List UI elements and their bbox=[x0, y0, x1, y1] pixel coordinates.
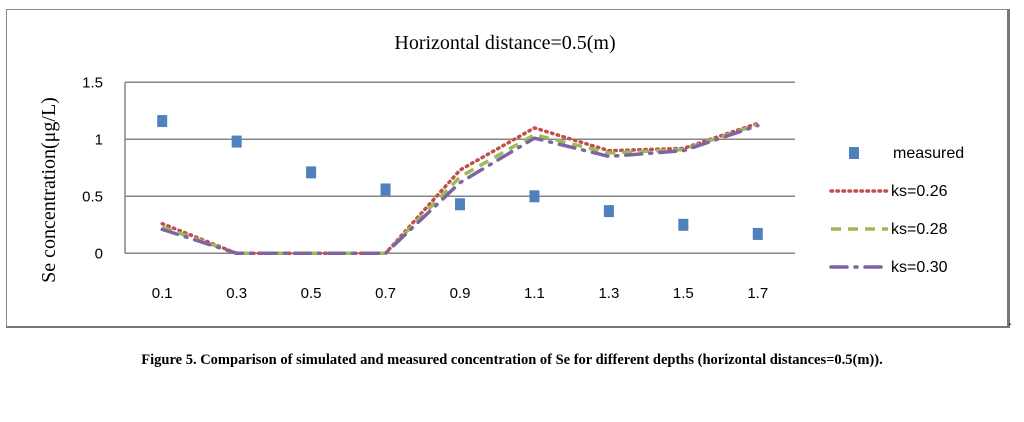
measured-point bbox=[603, 205, 614, 218]
measured-point bbox=[231, 135, 242, 148]
legend-label: ks=0.30 bbox=[891, 259, 948, 276]
x-tick-label: 1.7 bbox=[747, 285, 768, 302]
x-tick-label: 1.1 bbox=[524, 285, 545, 302]
x-tick-label: 1.3 bbox=[598, 285, 619, 302]
x-tick-label: 1.5 bbox=[673, 285, 694, 302]
x-tick-label: 0.7 bbox=[375, 285, 396, 302]
y-tick-label: 0 bbox=[95, 245, 103, 262]
measured-point bbox=[752, 227, 763, 240]
chart-title: Horizontal distance=0.5(m) bbox=[394, 32, 615, 54]
series-line-ks-0-28 bbox=[161, 122, 759, 256]
legend-label: ks=0.26 bbox=[891, 183, 948, 200]
x-tick-label: 0.3 bbox=[226, 285, 247, 302]
measured-point bbox=[529, 190, 540, 203]
y-tick-label: 1 bbox=[95, 131, 103, 148]
chart: Horizontal distance=0.5(m) Se concentrati… bbox=[38, 32, 964, 302]
measured-point bbox=[380, 183, 391, 196]
chart-frame bbox=[6, 9, 1010, 328]
measured-point bbox=[455, 198, 465, 211]
legend-label: ks=0.28 bbox=[891, 221, 948, 238]
legend-label: measured bbox=[893, 145, 964, 162]
series-line-ks-0-26 bbox=[160, 121, 760, 256]
x-tick-label: 0.1 bbox=[152, 285, 173, 302]
series-line-ks-0-30 bbox=[160, 123, 760, 256]
measured-point bbox=[678, 218, 689, 231]
y-axis-label: Se concentration(μg/L) bbox=[38, 97, 60, 283]
y-tick-label: 1.5 bbox=[82, 74, 103, 91]
measured-point bbox=[306, 166, 317, 179]
y-tick-label: 0.5 bbox=[82, 188, 103, 205]
trailing-period: . bbox=[1008, 312, 1012, 328]
x-tick-label: 0.5 bbox=[301, 285, 322, 302]
legend-marker-measured bbox=[849, 147, 859, 159]
x-tick-label: 0.9 bbox=[450, 285, 471, 302]
measured-point bbox=[157, 115, 168, 128]
figure-caption: Figure 5. Comparison of simulated and me… bbox=[141, 352, 883, 368]
